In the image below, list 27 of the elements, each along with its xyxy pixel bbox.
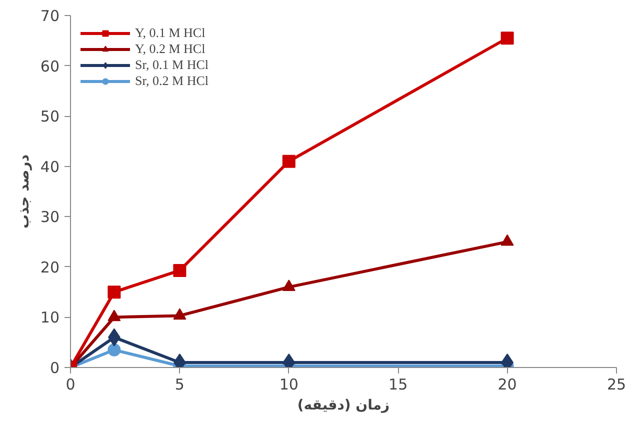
y-tick-label: 70	[40, 7, 60, 25]
point	[108, 310, 121, 322]
legend-label: Y, 0.2 M HCl	[135, 41, 206, 57]
y-tick-label: 50	[40, 108, 60, 126]
point	[282, 154, 296, 168]
x-tick-label: 5	[174, 376, 184, 394]
legend-label: Sr, 0.1 M HCl	[135, 57, 209, 73]
y-tick-label: 10	[40, 308, 60, 327]
y-tick-label: 20	[40, 258, 60, 276]
y-tick-label: 60	[40, 57, 60, 76]
point	[173, 308, 186, 320]
point	[173, 264, 186, 277]
y-tick-label: 40	[40, 158, 60, 176]
point	[500, 234, 514, 246]
y-tick-label: 0	[50, 359, 60, 377]
y-tick-label: 30	[40, 208, 60, 226]
x-tick-label: 25	[606, 376, 626, 394]
point	[282, 280, 296, 292]
x-tick-label: 10	[279, 376, 298, 394]
x-tick-label: 20	[498, 376, 517, 394]
legend-label: Sr, 0.2 M HCl	[135, 73, 209, 89]
x-tick-label: 0	[66, 376, 76, 394]
y-axis-title: درصد جذب	[16, 154, 32, 228]
point	[500, 32, 514, 45]
x-axis-title: زمان (دقیقه)	[297, 398, 390, 414]
x-tick-label: 15	[388, 376, 408, 394]
legend-label: Y, 0.1 M HCl	[135, 25, 206, 41]
